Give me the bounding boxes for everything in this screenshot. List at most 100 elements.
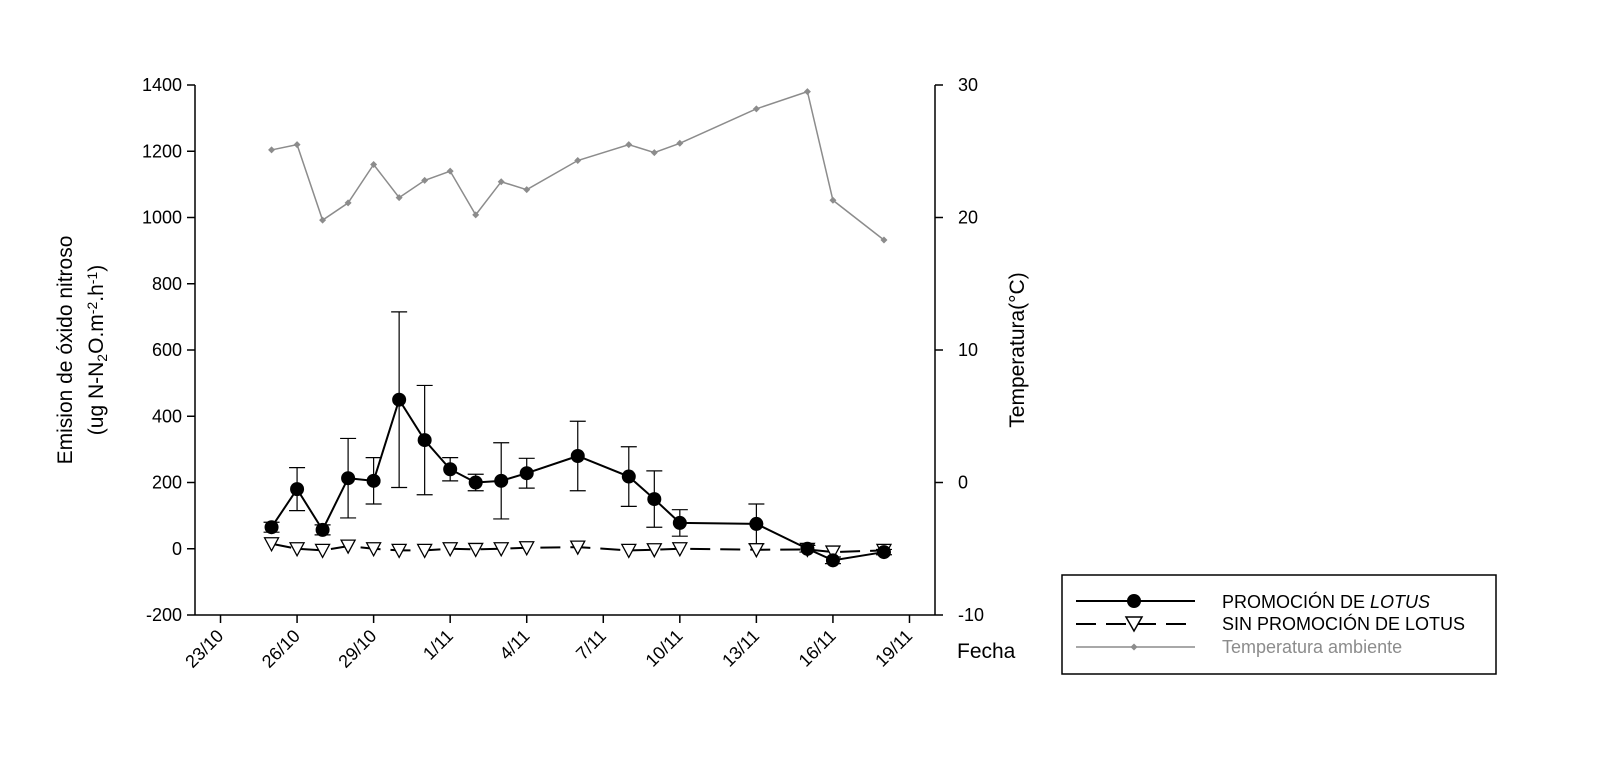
axes: -200 0 200 400 600 800 1000 1200 1400 -10 0 10 20 30 2… — [142, 75, 984, 672]
left-axis-title-part: .h — [85, 284, 108, 302]
series-promocion-point — [519, 466, 534, 481]
left-axis-tick-label: 800 — [152, 274, 182, 294]
right-axis-tick-label: 0 — [958, 473, 968, 493]
series-temperatura-point — [676, 139, 684, 147]
left-axis-tick-label: 1000 — [142, 208, 182, 228]
series-promocion-point — [315, 522, 330, 537]
series-temperatura-point — [293, 141, 301, 149]
left-axis-title-part: -2 — [84, 302, 100, 315]
x-axis-tick-label: 23/10 — [181, 626, 227, 672]
series-sin-promocion-point — [493, 542, 510, 558]
series-temperatura-point — [625, 141, 633, 149]
x-axis-tick-label: 10/11 — [642, 626, 687, 671]
series-promocion-point — [749, 516, 764, 531]
series-sin-promocion-point — [620, 543, 637, 559]
series-temperatura-line — [271, 90, 885, 241]
x-axis-tick-label: 13/11 — [718, 626, 763, 671]
series-temperatura-point — [752, 105, 760, 113]
series-sin-promocion-point — [365, 542, 382, 558]
series-promocion-point — [443, 462, 458, 477]
series-temperatura-point — [803, 88, 811, 96]
left-axis-title: Emision de óxido nitroso — [54, 236, 77, 465]
legend-marker-sin-promocion — [1124, 616, 1144, 633]
series-sin-promocion-point — [824, 545, 842, 561]
series-temperatura-point — [650, 149, 658, 157]
left-axis-title-part: -1 — [84, 272, 100, 285]
series-promocion-point — [494, 473, 509, 488]
series-promocion-point — [392, 392, 407, 407]
right-axis-tick-label: 30 — [958, 75, 978, 95]
series-sin-promocion-point — [314, 543, 331, 559]
series-sin-promocion-point — [671, 542, 688, 558]
series-promocion-point — [290, 482, 305, 497]
right-axis-tick-label: 10 — [958, 340, 978, 360]
legend-marker-temperatura — [1130, 643, 1138, 651]
series-promocion-point — [417, 433, 432, 448]
left-axis-tick-label: -200 — [146, 605, 182, 625]
series-sin-promocion-point — [416, 543, 433, 559]
left-axis-tick-label: 600 — [152, 340, 182, 360]
right-axis-tick-label: 20 — [958, 208, 978, 228]
series-sin-promocion-point — [467, 542, 484, 558]
series-promocion-point — [621, 469, 636, 484]
series-temperatura-point — [829, 196, 837, 204]
left-axis-title-units: (ug N-N2O.m-2.h-1) — [84, 265, 110, 435]
series-promocion-point — [672, 515, 687, 530]
series-promocion-point — [876, 545, 891, 560]
x-axis-tick-label: 19/11 — [871, 626, 916, 671]
series-temperatura-point — [880, 236, 888, 244]
series-temperatura-point — [421, 176, 429, 184]
legend-marker-promocion — [1127, 594, 1141, 608]
left-axis-title-part: ) — [85, 265, 108, 272]
series-temperatura-point — [395, 194, 403, 202]
series-promocion-point — [366, 473, 381, 488]
x-axis-title: Fecha — [957, 640, 1016, 663]
x-axis-tick-label: 4/11 — [496, 626, 534, 664]
series-layer — [263, 88, 893, 568]
legend-label-temperatura: Temperatura ambiente — [1222, 637, 1402, 657]
series-sin-promocion-point — [748, 543, 765, 559]
series-temperatura-point — [319, 216, 327, 224]
series-promocion-point — [264, 520, 279, 535]
series-sin-promocion-point — [391, 543, 408, 559]
series-promocion-point — [468, 475, 483, 490]
legend-label-sin-promocion: SIN PROMOCIÓN DE LOTUS — [1222, 613, 1465, 634]
left-axis-tick-label: 1200 — [142, 141, 182, 161]
series-sin-promocion-point — [518, 541, 535, 557]
x-axis-tick-label: 29/10 — [334, 626, 380, 672]
x-axis-tick-label: 26/10 — [258, 626, 304, 672]
series-temperatura-point — [523, 186, 531, 194]
series-temperatura-point — [472, 211, 480, 219]
left-axis-title-part: 2 — [94, 354, 110, 362]
left-axis-title-part: O.m — [85, 314, 108, 354]
right-axis-title: Temperatura(°C) — [1006, 272, 1029, 427]
x-axis-tick-label: 7/11 — [572, 626, 610, 664]
series-sin-promocion-point — [646, 543, 663, 559]
left-axis-tick-label: 400 — [152, 406, 182, 426]
series-temperatura-point — [344, 199, 352, 207]
series-promocion-point — [825, 553, 840, 568]
series-sin-promocion-point — [569, 540, 586, 556]
x-axis-tick-label: 1/11 — [419, 626, 457, 664]
left-axis-tick-label: 1400 — [142, 75, 182, 95]
right-axis-tick-label: -10 — [958, 605, 984, 625]
series-sin-promocion-point — [442, 542, 459, 558]
series-temperatura-point — [446, 167, 454, 175]
series-sin-promocion-point — [263, 537, 280, 553]
series-promocion-point — [570, 449, 585, 463]
series-sin-promocion-point — [340, 539, 357, 555]
series-temperatura-point — [574, 157, 582, 165]
series-temperatura-point — [370, 161, 378, 168]
legend: PROMOCIÓN DE LOTUS SIN PROMOCIÓN DE LOTU… — [1061, 574, 1497, 675]
series-temperatura-point — [268, 146, 276, 154]
left-axis-title-part: (ug N-N — [85, 362, 108, 436]
series-temperatura-point — [497, 178, 505, 186]
series-promocion-point — [800, 541, 815, 556]
x-axis-tick-label: 16/11 — [795, 626, 840, 671]
left-axis-tick-label: 0 — [172, 539, 182, 559]
series-promocion-point — [647, 492, 662, 507]
left-axis-tick-label: 200 — [152, 473, 182, 493]
series-sin-promocion-point — [288, 542, 306, 558]
series-promocion-point — [341, 471, 356, 486]
